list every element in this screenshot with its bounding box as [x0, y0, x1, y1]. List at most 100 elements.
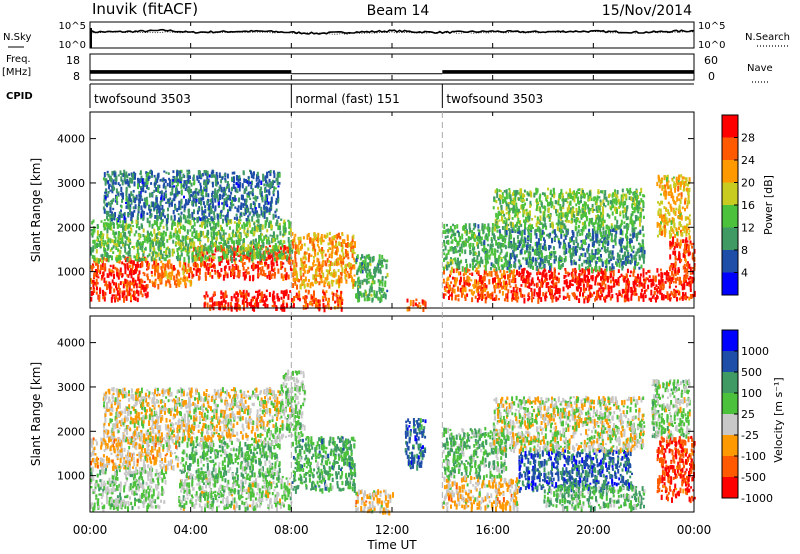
data-cell — [198, 268, 201, 275]
data-cell — [276, 174, 279, 179]
data-cell — [116, 201, 119, 205]
data-cell — [556, 276, 559, 281]
data-cell — [337, 275, 340, 279]
data-cell — [283, 248, 286, 251]
data-cell — [500, 233, 503, 239]
data-cell — [447, 276, 450, 281]
data-cell — [286, 303, 289, 309]
data-cell — [485, 296, 488, 300]
data-cell — [238, 238, 241, 245]
data-cell — [92, 219, 95, 223]
data-cell — [143, 197, 146, 202]
data-cell — [377, 279, 380, 283]
data-cell — [587, 270, 590, 276]
data-cell — [143, 258, 145, 261]
data-cell — [502, 238, 505, 241]
data-cell — [266, 229, 269, 233]
data-cell — [377, 269, 380, 274]
cpid-mode-label: twofsound 3503 — [446, 92, 543, 106]
data-cell — [220, 236, 223, 241]
data-cell — [240, 205, 242, 210]
data-cell — [596, 293, 598, 299]
data-cell — [369, 276, 372, 280]
data-cell — [651, 295, 654, 299]
data-cell — [476, 288, 479, 293]
data-cell — [291, 232, 294, 236]
data-cell — [217, 256, 220, 259]
data-cell — [211, 255, 214, 259]
data-cell — [314, 298, 317, 301]
data-cell — [289, 290, 292, 293]
data-cell — [317, 246, 320, 249]
data-cell — [115, 244, 118, 250]
data-cell — [299, 245, 302, 251]
data-cell — [175, 242, 178, 245]
data-cell — [563, 274, 566, 280]
data-cell — [554, 233, 557, 238]
data-cell — [136, 248, 139, 255]
data-cell — [244, 254, 247, 260]
data-cell — [464, 240, 467, 244]
data-cell — [544, 246, 547, 252]
data-cell — [578, 298, 581, 303]
data-cell — [322, 259, 325, 263]
data-cell — [311, 281, 314, 286]
data-cell — [238, 259, 241, 262]
data-cell — [199, 185, 202, 192]
data-cell — [622, 265, 624, 269]
data-cell — [342, 261, 345, 265]
data-cell — [293, 236, 296, 243]
data-cell — [457, 264, 460, 270]
data-cell — [209, 199, 212, 202]
data-cell — [271, 235, 274, 238]
data-cell — [156, 179, 159, 183]
data-cell — [282, 293, 285, 296]
data-cell — [345, 253, 348, 258]
data-cell — [626, 259, 629, 264]
data-cell — [122, 226, 124, 231]
data-cell — [277, 255, 280, 260]
data-cell — [285, 272, 288, 277]
data-cell — [267, 264, 270, 269]
data-cell — [512, 277, 515, 281]
data-cell — [268, 293, 271, 297]
data-cell — [167, 278, 170, 283]
data-cell — [186, 220, 188, 224]
data-cell — [481, 286, 484, 291]
data-cell — [106, 233, 109, 239]
data-cell — [516, 286, 519, 290]
data-cell — [531, 297, 533, 303]
data-cell — [242, 203, 245, 208]
data-cell — [478, 285, 481, 290]
data-cell — [145, 178, 148, 181]
data-cell — [290, 268, 293, 272]
data-cell — [95, 291, 98, 295]
data-cell — [250, 170, 252, 175]
data-cell — [187, 255, 190, 260]
data-cell — [112, 221, 115, 226]
data-cell — [662, 284, 665, 289]
data-cell — [262, 173, 265, 180]
data-cell — [347, 263, 350, 267]
data-cell — [109, 214, 112, 219]
data-cell — [302, 272, 305, 277]
data-cell — [113, 294, 116, 297]
data-cell — [267, 183, 270, 188]
data-cell — [246, 227, 249, 232]
data-cell — [317, 232, 320, 236]
data-cell — [294, 257, 297, 264]
data-cell — [321, 295, 324, 299]
data-cell — [199, 232, 202, 239]
data-cell — [336, 247, 339, 253]
data-cell — [336, 298, 339, 304]
data-cell — [384, 276, 387, 279]
data-cell — [334, 234, 337, 239]
data-cell — [157, 232, 160, 235]
data-cell — [273, 245, 276, 252]
data-cell — [495, 270, 498, 274]
data-cell — [626, 289, 629, 292]
data-cell — [466, 276, 469, 282]
data-cell — [307, 257, 310, 263]
data-cell — [373, 268, 376, 274]
data-cell — [191, 216, 194, 221]
